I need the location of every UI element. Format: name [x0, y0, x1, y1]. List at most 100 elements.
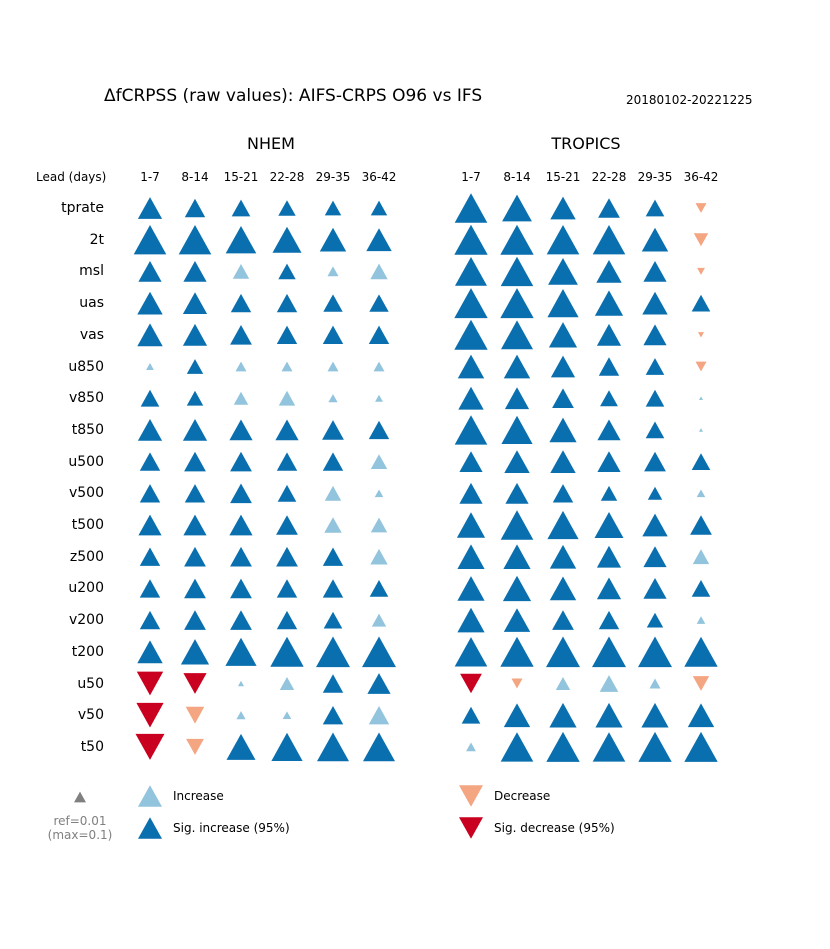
marker-tropics-t850-15-21 [549, 417, 577, 443]
marker-tropics-t850-36-42 [699, 428, 703, 432]
row-label: u850 [68, 358, 104, 375]
marker-nhem-u500-15-21 [230, 451, 252, 472]
marker-tropics-tprate-29-35 [645, 199, 665, 217]
marker-tropics-vas-1-7 [454, 319, 488, 350]
marker-nhem-z500-22-28 [276, 546, 298, 567]
marker-tropics-v200-22-28 [598, 610, 620, 630]
marker-nhem-v500-8-14 [184, 484, 206, 503]
marker-nhem-msl-36-42 [370, 263, 388, 280]
marker-nhem-u50-22-28 [279, 677, 295, 690]
marker-nhem-uas-22-28 [276, 293, 298, 313]
marker-tropics-z500-1-7 [457, 544, 485, 569]
marker-tropics-msl-36-42 [697, 267, 705, 275]
panel-title-tropics: TROPICS [551, 134, 621, 153]
legend-decrease-marker [459, 785, 483, 807]
marker-tropics-u50-29-35 [649, 678, 661, 689]
marker-nhem-t850-15-21 [229, 419, 253, 441]
marker-nhem-v200-36-42 [371, 613, 387, 627]
marker-nhem-u850-36-42 [373, 361, 385, 372]
marker-tropics-vas-22-28 [596, 323, 622, 346]
marker-nhem-tprate-8-14 [184, 198, 206, 218]
marker-tropics-msl-1-7 [455, 257, 487, 286]
column-label: 29-35 [315, 170, 351, 184]
marker-nhem-v850-8-14 [186, 390, 204, 406]
marker-nhem-t200-22-28 [270, 636, 304, 667]
marker-nhem-z500-29-35 [322, 547, 344, 566]
marker-tropics-v850-8-14 [504, 387, 530, 410]
marker-nhem-2t-15-21 [225, 226, 257, 254]
column-label: 22-28 [269, 170, 305, 184]
marker-nhem-z500-15-21 [230, 546, 252, 567]
marker-nhem-v500-22-28 [277, 484, 297, 502]
marker-tropics-uas-8-14 [500, 288, 534, 319]
marker-nhem-t50-22-28 [271, 732, 303, 761]
marker-tropics-uas-36-42 [691, 294, 711, 312]
marker-tropics-u850-22-28 [598, 357, 620, 376]
marker-tropics-t200-36-42 [684, 636, 718, 667]
marker-tropics-u200-36-42 [691, 580, 711, 597]
marker-nhem-t200-29-35 [316, 636, 350, 668]
marker-tropics-u50-15-21 [555, 677, 571, 690]
marker-nhem-v50-15-21 [236, 711, 246, 720]
marker-nhem-tprate-29-35 [324, 200, 342, 216]
marker-tropics-v50-36-42 [687, 703, 715, 728]
marker-nhem-v500-29-35 [324, 485, 342, 501]
column-label: 1-7 [461, 170, 481, 184]
marker-nhem-t50-36-42 [363, 732, 395, 762]
marker-tropics-v850-29-35 [645, 389, 665, 407]
row-label: tprate [61, 200, 104, 216]
marker-nhem-msl-29-35 [327, 266, 339, 277]
marker-tropics-v50-22-28 [595, 702, 623, 728]
marker-nhem-t200-36-42 [362, 636, 396, 668]
legend-sig-increase-label: Sig. increase (95%) [173, 821, 290, 835]
marker-tropics-u500-15-21 [550, 450, 576, 473]
date-range: 20180102-20221225 [626, 93, 753, 107]
marker-tropics-u850-8-14 [503, 354, 531, 379]
marker-nhem-u200-36-42 [369, 580, 389, 597]
marker-tropics-t200-1-7 [454, 637, 488, 667]
marker-tropics-u500-22-28 [597, 451, 621, 472]
row-label: t50 [80, 738, 104, 755]
marker-nhem-t500-8-14 [183, 514, 207, 536]
marker-tropics-u850-29-35 [645, 358, 665, 375]
marker-tropics-v200-29-35 [646, 612, 664, 628]
marker-nhem-uas-1-7 [137, 291, 163, 315]
marker-tropics-u850-15-21 [550, 355, 576, 378]
marker-tropics-t850-22-28 [597, 419, 621, 441]
legend-max-label: (max=0.1) [47, 828, 113, 842]
marker-tropics-t850-29-35 [645, 421, 665, 439]
marker-nhem-msl-8-14 [183, 261, 207, 282]
marker-nhem-v850-15-21 [233, 391, 249, 405]
marker-tropics-t850-1-7 [454, 415, 488, 445]
marker-nhem-uas-29-35 [323, 294, 343, 312]
marker-nhem-t200-15-21 [225, 637, 257, 666]
marker-nhem-v850-1-7 [140, 389, 160, 407]
column-label: 36-42 [683, 170, 719, 184]
marker-tropics-v50-8-14 [503, 703, 531, 728]
marker-tropics-u50-8-14 [511, 678, 523, 689]
row-label: t500 [71, 517, 104, 533]
marker-nhem-u850-15-21 [235, 361, 247, 372]
marker-tropics-t50-29-35 [638, 731, 672, 762]
legend-ref-label: ref=0.01 [53, 814, 107, 828]
row-label: v50 [77, 707, 104, 724]
marker-tropics-u200-15-21 [549, 576, 577, 601]
marker-nhem-v200-22-28 [276, 610, 298, 630]
panel-title-nhem: NHEM [247, 134, 295, 153]
row-label: u200 [68, 580, 104, 597]
marker-nhem-2t-29-35 [319, 227, 347, 252]
marker-nhem-u200-15-21 [230, 578, 252, 599]
row-label: u500 [68, 453, 104, 470]
row-label: 2t [89, 231, 104, 248]
marker-tropics-tprate-22-28 [598, 198, 620, 218]
marker-nhem-vas-15-21 [230, 325, 252, 345]
marker-tropics-vas-8-14 [501, 320, 533, 350]
marker-tropics-uas-29-35 [642, 291, 668, 315]
marker-nhem-uas-8-14 [182, 292, 208, 314]
marker-tropics-tprate-36-42 [695, 203, 707, 213]
row-label: z500 [69, 548, 104, 565]
marker-nhem-vas-36-42 [368, 325, 390, 344]
marker-tropics-vas-29-35 [643, 324, 667, 346]
marker-tropics-u500-8-14 [504, 450, 530, 473]
